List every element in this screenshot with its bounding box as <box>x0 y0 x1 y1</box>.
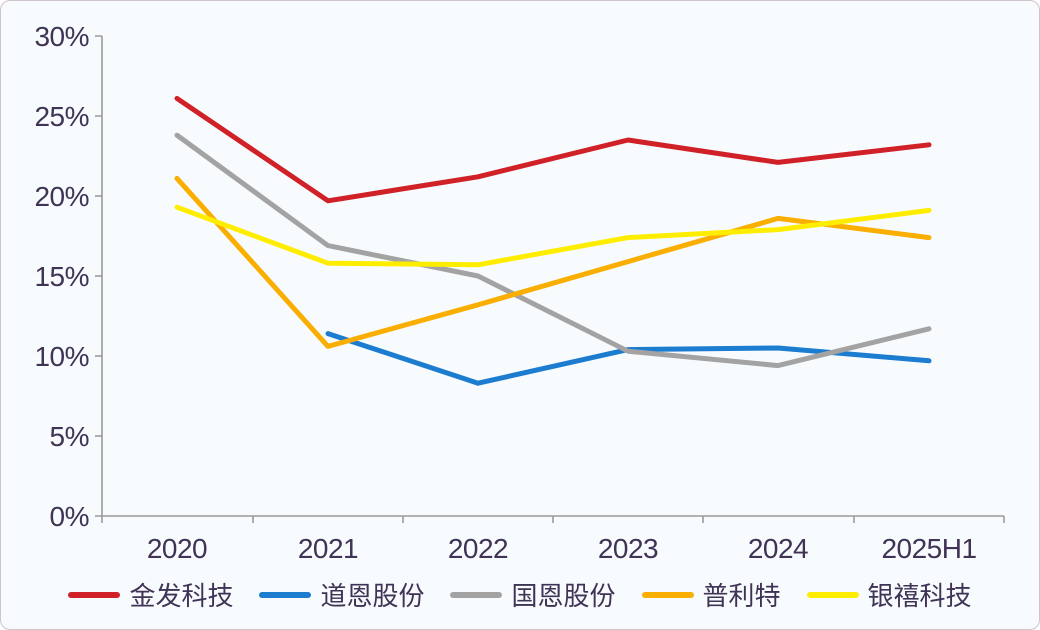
y-axis-label: 15% <box>34 261 89 292</box>
legend-item-1: 金发科技 <box>68 576 233 613</box>
legend-label: 金发科技 <box>129 581 234 611</box>
y-axis-label: 10% <box>34 341 89 372</box>
legend-item-5: 银禧科技 <box>806 576 972 613</box>
y-axis-label: 30% <box>34 21 89 52</box>
x-axis-label: 2022 <box>448 533 508 564</box>
series-line-道恩股份 <box>325 331 932 386</box>
legend-item-2: 道恩股份 <box>259 576 424 613</box>
legend-item-3: 国恩股份 <box>450 576 616 613</box>
legend-swatch-icon <box>68 591 121 598</box>
x-axis-label: 2020 <box>147 533 207 564</box>
y-axis-label: 20% <box>34 181 89 212</box>
series-line-银禧科技 <box>174 204 932 268</box>
legend-label: 普利特 <box>702 581 781 611</box>
legend-swatch-icon <box>259 591 312 598</box>
legend-swatch-icon <box>450 591 503 598</box>
series-line-金发科技 <box>174 95 932 204</box>
legend: 金发科技 道恩股份 国恩股份 普利特 银禧科技 <box>1 576 1039 613</box>
legend-label: 道恩股份 <box>320 581 425 611</box>
legend-swatch-icon <box>641 591 694 598</box>
y-axis-label: 25% <box>34 101 89 132</box>
legend-label: 银禧科技 <box>867 581 972 611</box>
x-axis-label: 2023 <box>598 533 658 564</box>
legend-item-4: 普利特 <box>641 576 781 613</box>
x-axis-label: 2024 <box>748 533 808 564</box>
y-axis-label: 5% <box>50 421 89 452</box>
x-axis-label: 2025H1 <box>881 533 976 564</box>
legend-label: 国恩股份 <box>511 581 616 611</box>
series-line-普利特 <box>174 175 932 349</box>
y-axis-label: 0% <box>50 501 89 532</box>
x-axis-label: 2021 <box>298 533 358 564</box>
legend-swatch-icon <box>806 591 859 598</box>
series-line-国恩股份 <box>174 132 932 369</box>
